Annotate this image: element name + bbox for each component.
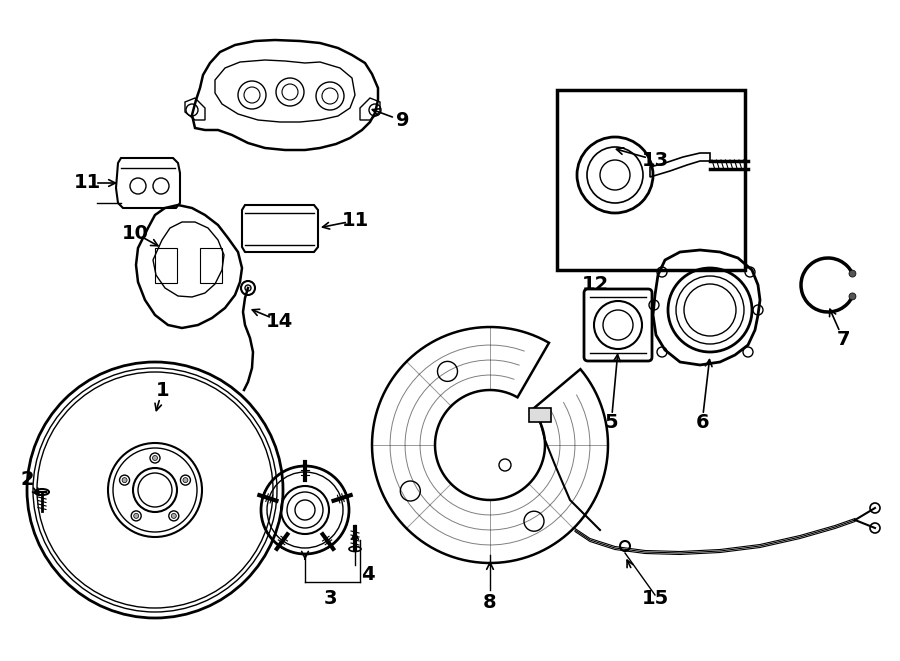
- Bar: [557, 90, 745, 270]
- Text: 2: 2: [21, 470, 34, 489]
- FancyBboxPatch shape: [529, 408, 551, 422]
- Circle shape: [849, 270, 856, 277]
- Circle shape: [183, 478, 188, 483]
- Bar: [155, 248, 177, 283]
- Text: 4: 4: [361, 566, 374, 584]
- Circle shape: [122, 478, 127, 483]
- Text: 15: 15: [642, 588, 669, 607]
- Circle shape: [152, 455, 158, 461]
- Circle shape: [134, 514, 139, 518]
- Text: 1: 1: [156, 381, 169, 400]
- Text: 3: 3: [323, 588, 337, 607]
- Text: 13: 13: [642, 151, 670, 170]
- Text: 9: 9: [396, 111, 410, 130]
- Bar: [200, 248, 222, 283]
- Text: 10: 10: [122, 223, 148, 243]
- Text: 8: 8: [483, 592, 497, 611]
- Text: 5: 5: [605, 414, 618, 432]
- Text: 11: 11: [74, 173, 101, 192]
- Circle shape: [171, 514, 176, 518]
- Text: 12: 12: [581, 276, 608, 295]
- Circle shape: [849, 293, 856, 300]
- Text: 7: 7: [836, 330, 850, 349]
- Text: 14: 14: [266, 311, 293, 330]
- Text: 11: 11: [342, 211, 370, 230]
- Text: 6: 6: [696, 413, 709, 432]
